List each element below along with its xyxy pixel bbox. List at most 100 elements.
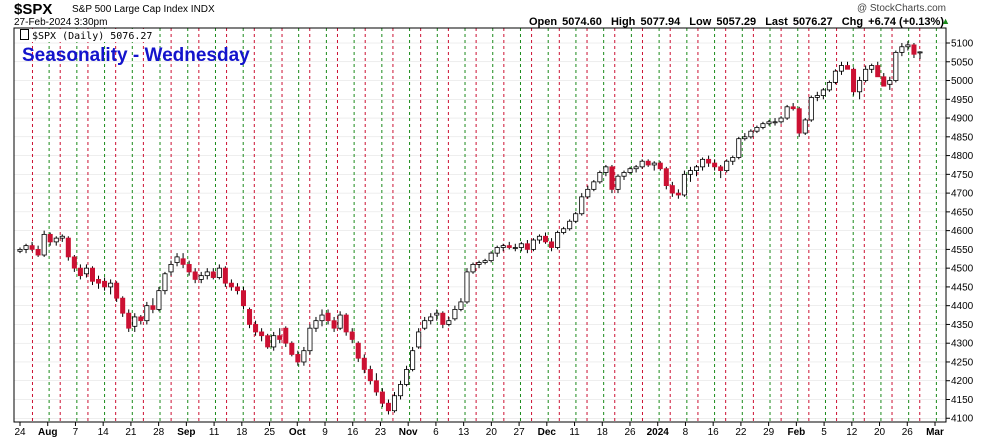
candle-body bbox=[627, 168, 633, 173]
candle bbox=[434, 309, 440, 321]
candle bbox=[597, 170, 603, 184]
candle bbox=[700, 157, 706, 171]
candle bbox=[555, 230, 561, 250]
candle-body bbox=[814, 95, 820, 98]
candle bbox=[337, 311, 343, 331]
candle bbox=[802, 118, 808, 135]
candle bbox=[77, 264, 83, 280]
candle bbox=[838, 61, 844, 75]
candle bbox=[325, 309, 331, 325]
candle bbox=[23, 243, 29, 254]
candle bbox=[132, 313, 138, 332]
candle-body bbox=[234, 286, 240, 292]
candle bbox=[216, 264, 222, 280]
chg-label: Chg bbox=[841, 16, 864, 28]
y-tick-label: 4300 bbox=[951, 339, 974, 350]
candle-body bbox=[808, 97, 814, 121]
candle-body bbox=[355, 342, 361, 359]
candle-body bbox=[222, 267, 228, 284]
candle-body bbox=[114, 282, 120, 299]
candle bbox=[41, 230, 47, 257]
y-tick-label: 4750 bbox=[951, 170, 974, 181]
candle-body bbox=[742, 136, 748, 140]
y-tick-label: 4800 bbox=[951, 151, 974, 162]
candle bbox=[681, 170, 687, 197]
candle bbox=[718, 164, 724, 179]
candle-body bbox=[917, 51, 923, 54]
candle-body bbox=[440, 312, 446, 325]
candle-body bbox=[307, 327, 313, 352]
chart-title: Seasonality - Wednesday bbox=[22, 45, 250, 66]
x-tick-label: 23 bbox=[375, 427, 387, 438]
candle-body bbox=[259, 331, 265, 337]
candle-body bbox=[826, 82, 832, 91]
candle bbox=[567, 219, 573, 231]
candle bbox=[53, 236, 59, 246]
candle-body bbox=[247, 309, 253, 325]
candle-body bbox=[790, 106, 796, 110]
y-tick-label: 4900 bbox=[951, 114, 974, 125]
y-tick-label: 5050 bbox=[951, 57, 974, 68]
candle bbox=[778, 116, 784, 124]
candle-body bbox=[706, 158, 712, 164]
x-tick-label: 21 bbox=[125, 427, 137, 438]
candle-body bbox=[669, 185, 675, 194]
y-tick-label: 4200 bbox=[951, 376, 974, 387]
candle bbox=[210, 268, 216, 280]
candle bbox=[693, 164, 700, 177]
candle-body bbox=[893, 51, 899, 81]
candle bbox=[585, 185, 591, 199]
candle bbox=[536, 234, 542, 244]
symbol-label: $SPX bbox=[14, 1, 53, 18]
candle-body bbox=[343, 314, 349, 333]
candle-body bbox=[108, 282, 114, 288]
x-tick-label: 18 bbox=[597, 427, 609, 438]
candle-body bbox=[579, 196, 585, 215]
candle bbox=[669, 181, 675, 197]
candle bbox=[65, 236, 71, 261]
up-arrow-icon: ▲ bbox=[941, 16, 950, 26]
chg-value: +6.74 (+0.13%) bbox=[868, 16, 944, 28]
candle bbox=[808, 95, 814, 122]
candle bbox=[271, 331, 277, 351]
candle-body bbox=[802, 119, 808, 134]
candle bbox=[766, 119, 772, 126]
candle-body bbox=[766, 121, 772, 125]
candle-body bbox=[349, 331, 355, 340]
y-tick-label: 4950 bbox=[951, 95, 974, 106]
y-tick-label: 4600 bbox=[951, 226, 974, 237]
candle-body bbox=[633, 166, 639, 170]
candle bbox=[102, 277, 108, 291]
candle bbox=[319, 309, 325, 327]
candle-body bbox=[96, 279, 102, 284]
y-tick-label: 5000 bbox=[951, 76, 974, 87]
candle bbox=[307, 324, 313, 355]
x-tick-label: 6 bbox=[433, 427, 439, 438]
x-tick-label: 22 bbox=[735, 427, 747, 438]
candle-body bbox=[730, 157, 736, 162]
candle bbox=[301, 346, 307, 366]
candle-body bbox=[180, 258, 186, 265]
x-tick-label: Oct bbox=[289, 427, 306, 438]
candle bbox=[706, 155, 712, 167]
x-tick-label: 16 bbox=[708, 427, 720, 438]
series-legend: $SPX (Daily) 5076.27 bbox=[20, 29, 153, 42]
candle bbox=[524, 240, 530, 254]
candle-body bbox=[458, 301, 464, 310]
candle bbox=[712, 159, 718, 171]
candle bbox=[228, 279, 234, 291]
candle-body bbox=[210, 271, 216, 278]
weekday-markers bbox=[31, 28, 937, 422]
candle bbox=[253, 320, 259, 336]
candle-body bbox=[657, 162, 663, 170]
candle-body bbox=[192, 271, 198, 280]
candle-body bbox=[512, 247, 518, 249]
candle-body bbox=[89, 267, 95, 282]
candle bbox=[59, 234, 65, 242]
candle bbox=[506, 241, 512, 250]
candle bbox=[108, 279, 114, 295]
candle bbox=[289, 341, 295, 357]
candle-body bbox=[373, 380, 379, 393]
candle-body bbox=[367, 369, 373, 382]
candle-body bbox=[325, 312, 331, 322]
